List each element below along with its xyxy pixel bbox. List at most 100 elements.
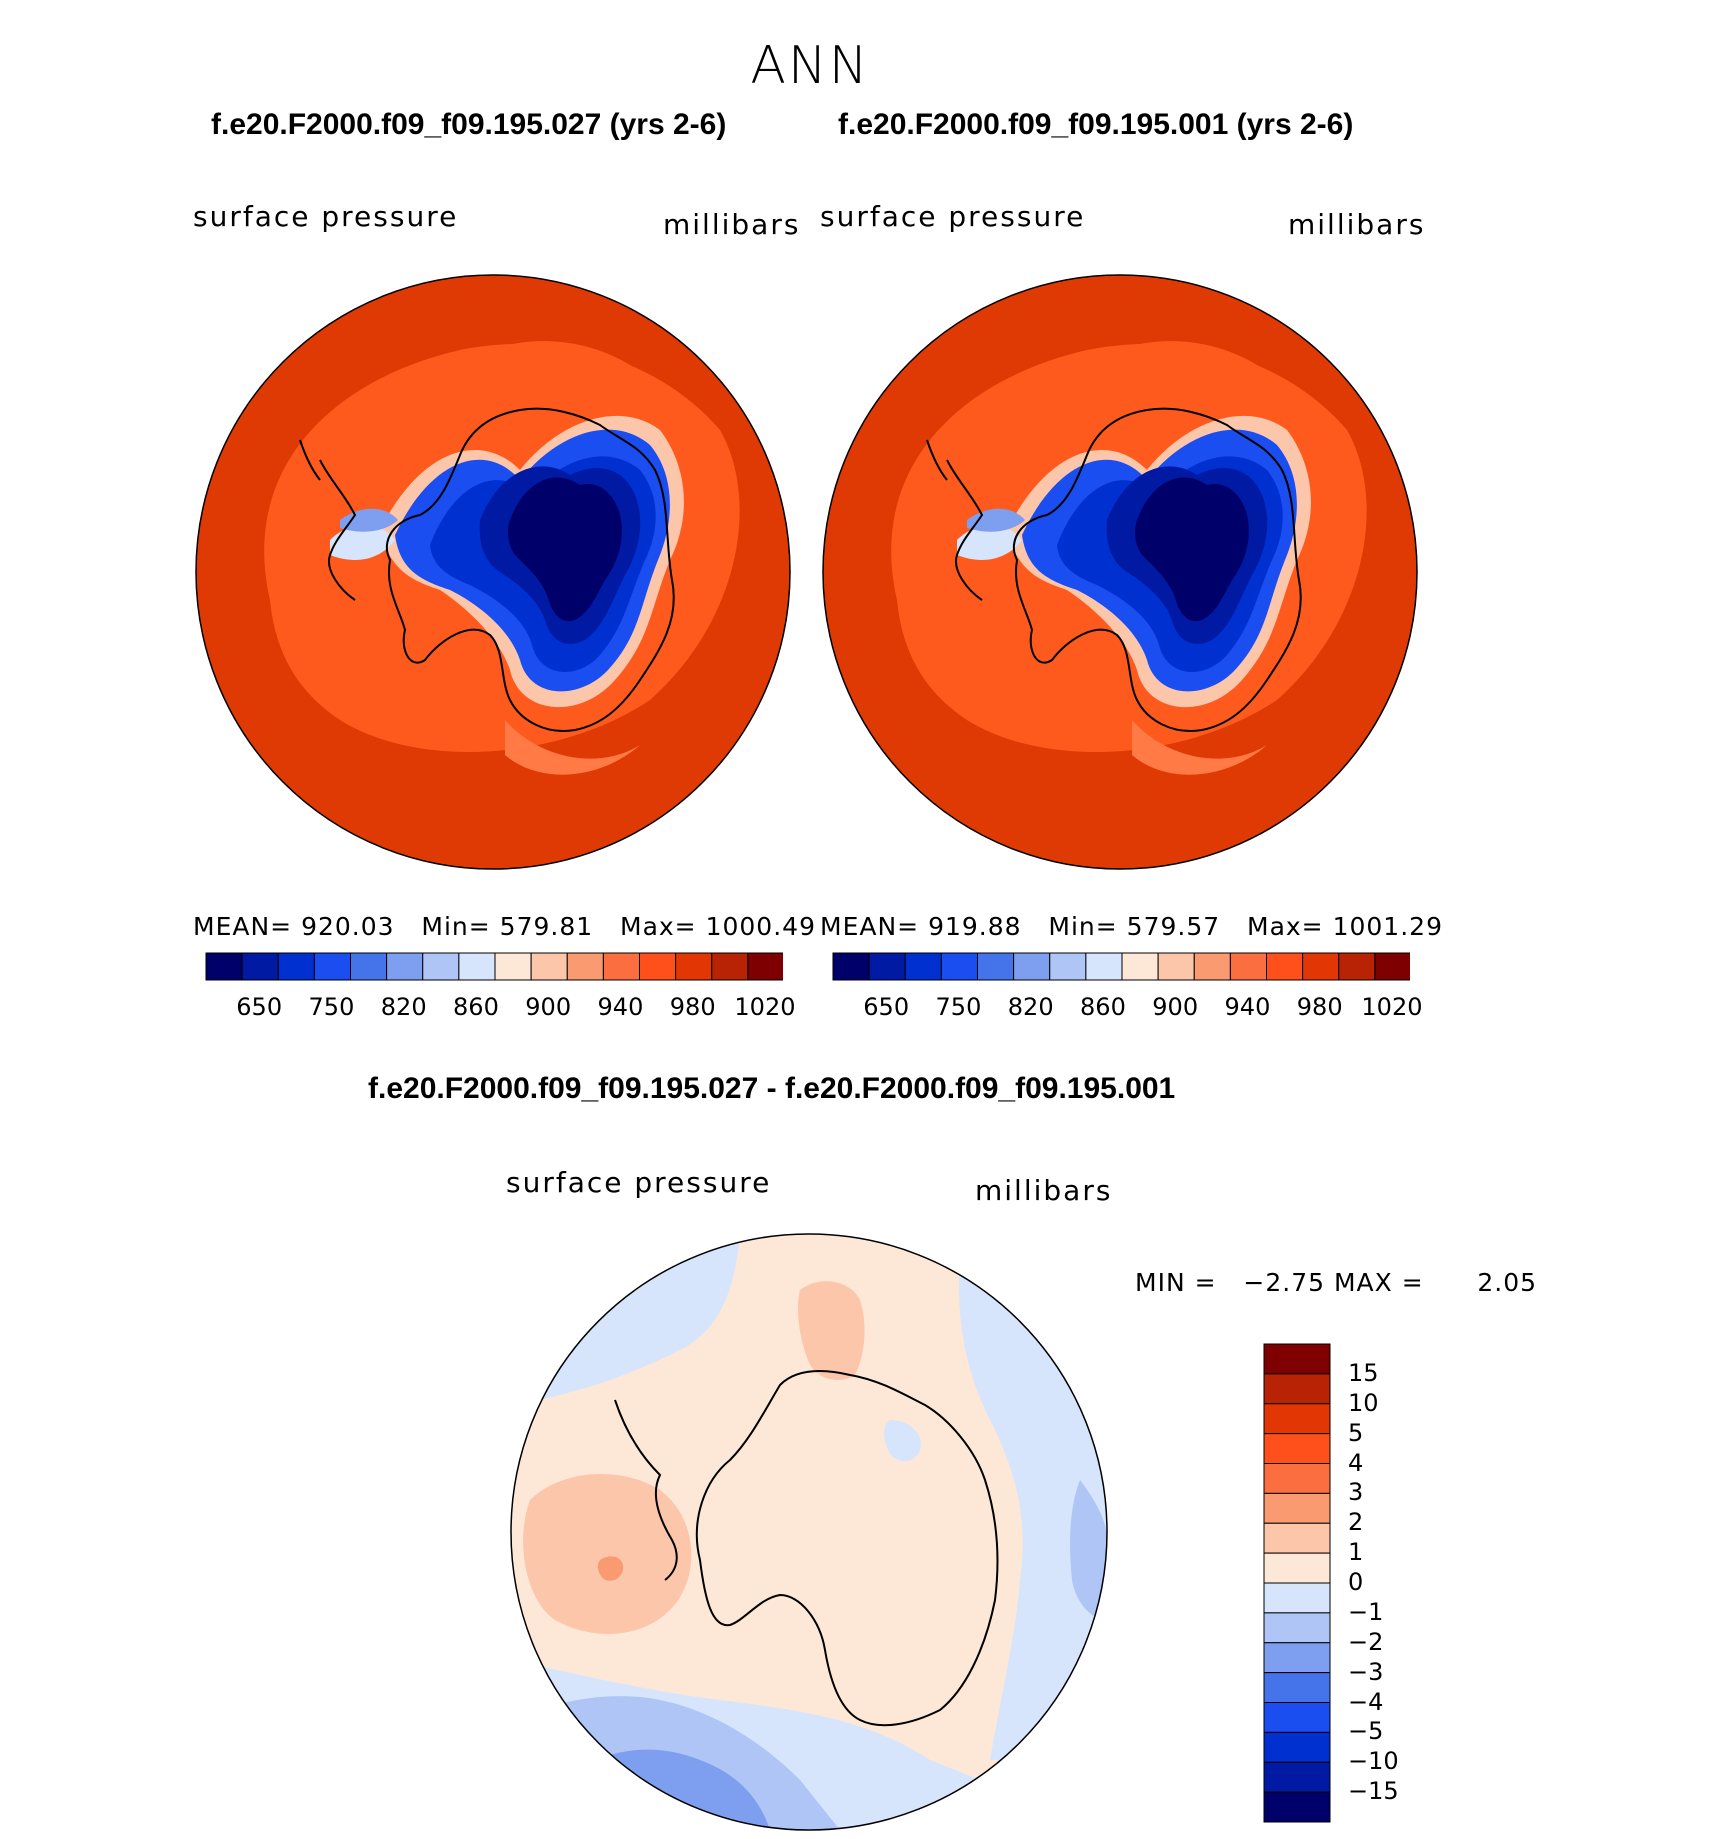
colorbar-tick-label: 5 bbox=[1348, 1418, 1364, 1447]
colorbar-swatch bbox=[386, 952, 424, 981]
units-left: millibars bbox=[663, 208, 801, 241]
colorbar-tick-label: 1 bbox=[1348, 1538, 1364, 1567]
diff-title: f.e20.F2000.f09_f09.195.027 - f.e20.F200… bbox=[368, 1072, 1176, 1105]
colorbar-swatch bbox=[1263, 1642, 1331, 1674]
diff-max-label: MAX = bbox=[1333, 1268, 1424, 1297]
colorbar-swatch bbox=[1263, 1791, 1331, 1823]
colorbar-tick-label: −4 bbox=[1348, 1687, 1384, 1716]
colorbar-swatch bbox=[977, 952, 1015, 981]
colorbar-swatch bbox=[1121, 952, 1159, 981]
colorbar-tick-label: 980 bbox=[669, 993, 716, 1021]
min-label: Min= bbox=[421, 912, 491, 941]
colorbar-swatch bbox=[1263, 1343, 1331, 1375]
stats-left: MEAN= 920.03 Min= 579.81 Max= 1000.49 bbox=[193, 912, 816, 941]
colorbar-tick-label: 860 bbox=[1080, 993, 1126, 1021]
map-diff bbox=[511, 1234, 1107, 1830]
colorbar-tick-label: 10 bbox=[1348, 1388, 1379, 1417]
colorbar-swatch bbox=[1263, 1612, 1331, 1644]
colorbar-swatch bbox=[1085, 952, 1123, 981]
mean-value: 920.03 bbox=[301, 912, 395, 941]
colorbar-swatch bbox=[1049, 952, 1087, 981]
colorbar-swatch bbox=[458, 952, 496, 981]
colorbar-swatch bbox=[494, 952, 532, 981]
colorbar-swatch bbox=[1263, 1463, 1331, 1494]
diff-units: millibars bbox=[975, 1174, 1113, 1207]
diff-min-value: −2.75 bbox=[1243, 1268, 1326, 1297]
max-value: 1000.49 bbox=[705, 912, 816, 941]
case-title-left: f.e20.F2000.f09_f09.195.027 (yrs 2-6) bbox=[211, 108, 727, 141]
colorbar-tick-label: 15 bbox=[1348, 1358, 1379, 1387]
colorbar-swatch bbox=[940, 952, 978, 981]
colorbar-swatch bbox=[350, 952, 388, 981]
colorbar-tick-label: 980 bbox=[1296, 993, 1343, 1021]
colorbar-diff-labels: 15 10 5 4 3 2 1 0 −1 −2 −3 −4 −5 −10 −15 bbox=[1348, 1343, 1428, 1823]
colorbar-diff bbox=[1263, 1343, 1331, 1823]
units-right: millibars bbox=[1288, 208, 1426, 241]
colorbar-tick-label: 1020 bbox=[1361, 993, 1423, 1021]
colorbar-tick-label: 940 bbox=[1224, 993, 1271, 1021]
colorbar-swatch bbox=[1302, 952, 1340, 981]
map-left bbox=[196, 275, 790, 869]
diff-minmax: MIN = −2.75 MAX = 2.05 bbox=[1135, 1268, 1537, 1297]
season-title: ANN bbox=[750, 36, 870, 96]
colorbar-swatch bbox=[1229, 952, 1267, 981]
case-title-right: f.e20.F2000.f09_f09.195.001 (yrs 2-6) bbox=[838, 108, 1354, 141]
min-label: Min= bbox=[1048, 912, 1118, 941]
stats-right: MEAN= 919.88 Min= 579.57 Max= 1001.29 bbox=[820, 912, 1443, 941]
colorbar-tick-label: 4 bbox=[1348, 1448, 1364, 1477]
colorbar-swatch bbox=[241, 952, 279, 981]
colorbar-swatch bbox=[313, 952, 351, 981]
colorbar-right-labels: 650 750 820 860 900 940 980 1020 bbox=[832, 993, 1422, 1023]
mean-label: MEAN= bbox=[193, 912, 293, 941]
colorbar-swatch bbox=[1263, 1433, 1331, 1464]
colorbar-swatch bbox=[1263, 1492, 1331, 1524]
colorbar-tick-label: 2 bbox=[1348, 1508, 1364, 1537]
colorbar-tick-label: −1 bbox=[1348, 1597, 1384, 1626]
colorbar-swatch bbox=[1263, 1672, 1331, 1703]
colorbar-tick-label: 0 bbox=[1348, 1568, 1364, 1596]
colorbar-swatch bbox=[832, 952, 870, 981]
colorbar-left-labels: 650 750 820 860 900 940 980 1020 bbox=[205, 993, 795, 1023]
max-label: Max= bbox=[1247, 912, 1324, 941]
max-value: 1001.29 bbox=[1332, 912, 1443, 941]
colorbar-swatch bbox=[1013, 952, 1051, 981]
diff-max-value: 2.05 bbox=[1477, 1268, 1538, 1297]
colorbar-tick-label: 900 bbox=[1152, 993, 1199, 1021]
colorbar-swatch bbox=[675, 952, 713, 981]
colorbar-swatch bbox=[1263, 1731, 1331, 1763]
colorbar-tick-label: 820 bbox=[380, 993, 427, 1021]
colorbar-swatch bbox=[602, 952, 640, 981]
colorbar-swatch bbox=[1263, 1552, 1331, 1584]
colorbar-swatch bbox=[566, 952, 604, 981]
colorbar-right bbox=[832, 952, 1410, 981]
map-right bbox=[823, 275, 1417, 869]
mean-value: 919.88 bbox=[928, 912, 1022, 941]
colorbar-swatch bbox=[1263, 1761, 1331, 1793]
colorbar-tick-label: −5 bbox=[1348, 1717, 1384, 1746]
colorbar-tick-label: 860 bbox=[453, 993, 499, 1021]
colorbar-swatch bbox=[1193, 952, 1231, 981]
mean-label: MEAN= bbox=[820, 912, 920, 941]
colorbar-swatch bbox=[1263, 1373, 1331, 1405]
colorbar-tick-label: 3 bbox=[1348, 1478, 1364, 1507]
colorbar-swatch bbox=[868, 952, 906, 981]
colorbar-swatch bbox=[639, 952, 677, 981]
colorbar-swatch bbox=[1263, 1522, 1331, 1554]
colorbar-tick-label: 650 bbox=[863, 993, 910, 1021]
min-value: 579.57 bbox=[1126, 912, 1221, 941]
field-name-left: surface pressure bbox=[193, 200, 459, 233]
colorbar-left bbox=[205, 952, 783, 981]
colorbar-tick-label: 820 bbox=[1007, 993, 1054, 1021]
colorbar-swatch bbox=[1263, 1582, 1331, 1614]
colorbar-swatch bbox=[205, 952, 243, 981]
colorbar-swatch bbox=[530, 952, 568, 981]
colorbar-tick-label: 1020 bbox=[734, 993, 796, 1021]
colorbar-tick-label: 940 bbox=[597, 993, 644, 1021]
diff-field-name: surface pressure bbox=[506, 1166, 772, 1199]
colorbar-tick-label: 900 bbox=[525, 993, 572, 1021]
colorbar-tick-label: −10 bbox=[1348, 1747, 1399, 1776]
colorbar-tick-label: 750 bbox=[308, 993, 355, 1021]
colorbar-swatch bbox=[1263, 1403, 1331, 1435]
colorbar-tick-label: −15 bbox=[1348, 1777, 1399, 1806]
